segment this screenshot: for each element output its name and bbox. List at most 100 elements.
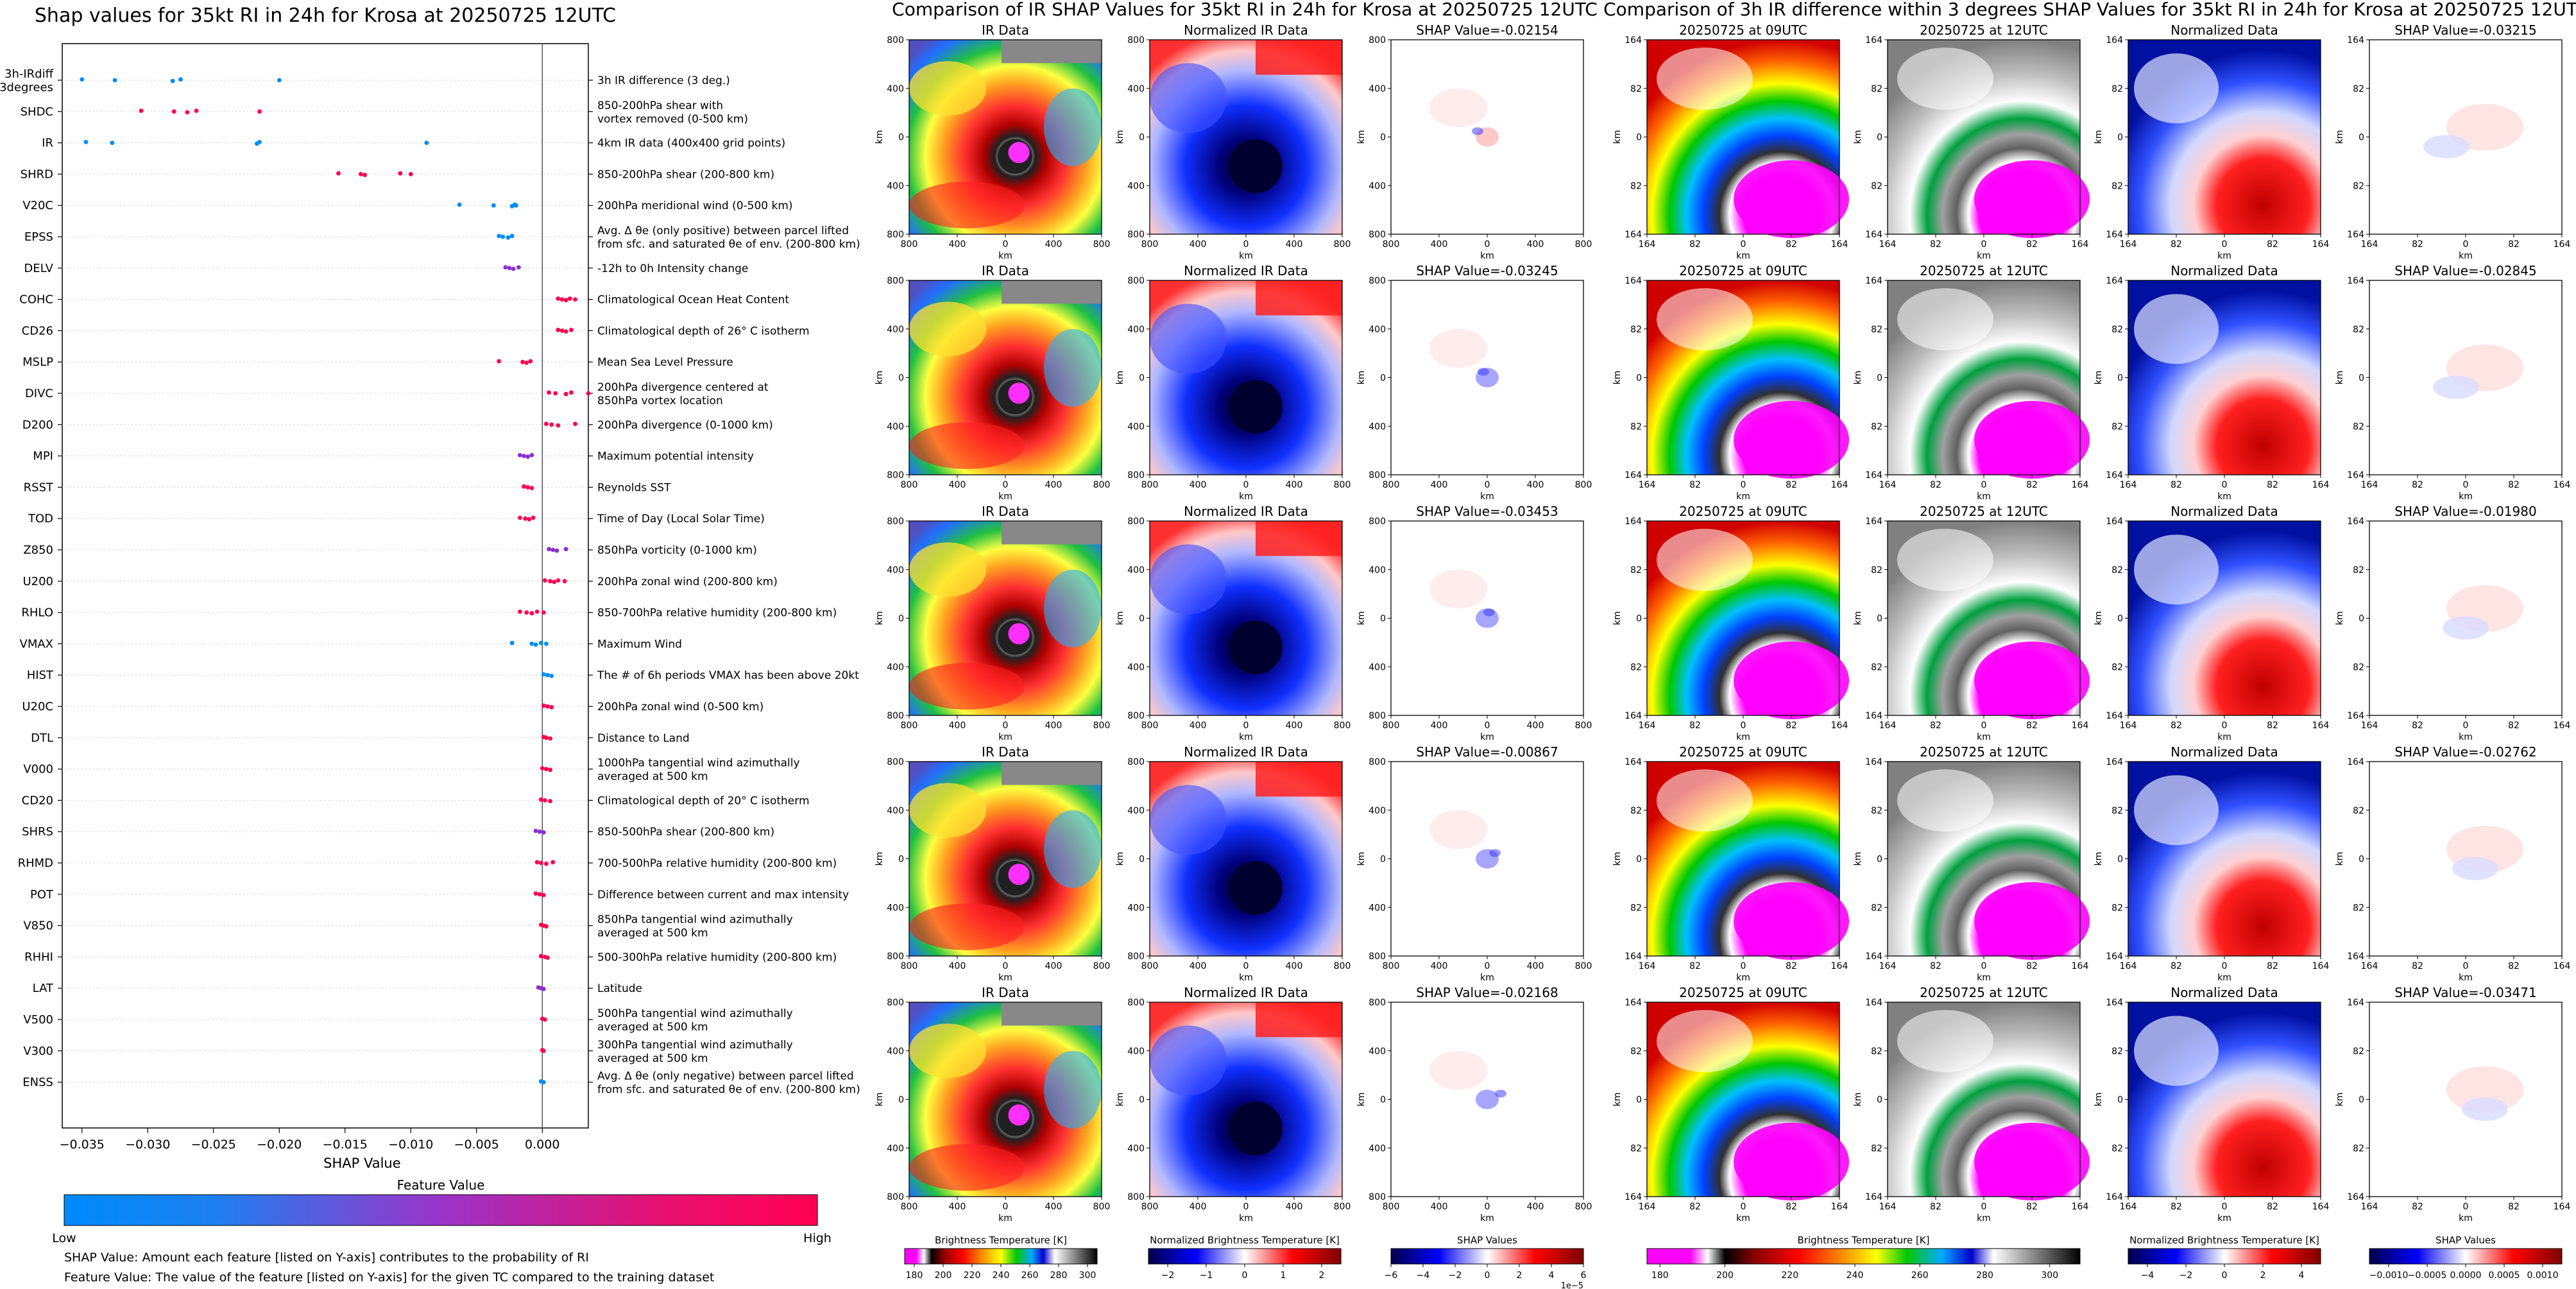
x-tick-label: −0.010 xyxy=(388,1138,433,1152)
ir-cloud xyxy=(909,783,986,838)
axis-label-x: km xyxy=(2459,251,2473,261)
tick-label: 82 xyxy=(2111,1046,2123,1057)
tick-label: 82 xyxy=(1871,422,1882,432)
tick-label: 400 xyxy=(1286,721,1303,731)
tick-label: 800 xyxy=(1334,480,1351,490)
ir-missing-region xyxy=(1002,40,1102,64)
panel-title: Normalized IR Data xyxy=(1184,504,1308,519)
shap-point xyxy=(533,828,538,833)
shap-point xyxy=(537,892,542,897)
tick-label: 0 xyxy=(1485,480,1490,490)
normalized-core xyxy=(1229,1101,1283,1156)
shap-point xyxy=(529,486,534,490)
feature-code: U20C xyxy=(22,700,53,713)
shap-point xyxy=(509,640,515,645)
colorbar-tick-label: −2 xyxy=(1161,1270,1175,1281)
tick-label: 0 xyxy=(2117,373,2123,384)
colorbar-tick-label: 300 xyxy=(1079,1270,1096,1281)
footnote-feature: Feature Value: The value of the feature … xyxy=(64,1270,714,1285)
colorbar-label: Feature Value xyxy=(397,1177,485,1193)
tick-label: 800 xyxy=(1369,952,1386,962)
feature-description: 200hPa divergence centered at 850hPa vort… xyxy=(597,381,769,407)
tick-label: 82 xyxy=(2353,422,2364,432)
tick-label: 0 xyxy=(2222,239,2228,250)
irdiff-cloud xyxy=(1897,1010,1993,1073)
tick-label: 82 xyxy=(1689,1202,1701,1212)
feature-description: 850-200hPa shear (200-800 km) xyxy=(597,168,774,181)
tick-label: 0 xyxy=(2222,961,2228,971)
tick-label: 800 xyxy=(1369,998,1386,1008)
shap-point xyxy=(568,390,574,395)
feature-code: SHRD xyxy=(21,167,53,181)
feature-code: IR xyxy=(42,137,53,150)
tick-label: 164 xyxy=(1639,480,1656,490)
panel-title: SHAP Value=-0.03471 xyxy=(2394,985,2536,1000)
axis-label-x: km xyxy=(1736,732,1750,742)
tick-label: 164 xyxy=(2361,961,2378,971)
tick-label: 400 xyxy=(1127,325,1145,335)
panel-title: SHAP Value=-0.01980 xyxy=(2394,504,2536,519)
shap-point xyxy=(185,110,190,115)
tick-label: 82 xyxy=(1630,903,1642,913)
normalized-core xyxy=(1229,379,1283,434)
shap-point xyxy=(537,829,542,834)
tick-label: 164 xyxy=(1831,480,1848,490)
tick-label: 400 xyxy=(1127,1046,1145,1057)
tick-label: 800 xyxy=(901,1202,918,1212)
tick-label: 800 xyxy=(1369,757,1386,767)
ir-missing-region xyxy=(1002,521,1102,545)
feature-description: Maximum Wind xyxy=(597,638,682,651)
ir-cloud xyxy=(909,1144,1025,1191)
colorbar xyxy=(1390,1248,1584,1265)
tick-label: 164 xyxy=(1879,961,1897,971)
panel-title: 20250725 at 12UTC xyxy=(1920,985,2048,1000)
tick-label: 164 xyxy=(2120,480,2137,490)
tick-label: 82 xyxy=(2171,721,2182,731)
tick-label: 164 xyxy=(1865,998,1882,1008)
ir-cloud xyxy=(909,663,1025,710)
ir-section-title: Comparison of IR SHAP Values for 35kt RI… xyxy=(892,0,1598,20)
tick-label: 164 xyxy=(2347,998,2364,1008)
panel-title: Normalized IR Data xyxy=(1184,263,1308,278)
feature-description: Avg. Δ θe (only positive) between parcel… xyxy=(597,225,860,251)
tick-label: 82 xyxy=(1871,181,1882,191)
tick-label: 82 xyxy=(1786,1202,1797,1212)
tick-label: 82 xyxy=(2508,239,2520,250)
feature-code: V850 xyxy=(23,919,53,933)
tick-label: 400 xyxy=(1369,1046,1386,1057)
feature-description: 200hPa divergence (0-1000 km) xyxy=(597,419,773,432)
axis-label-y: km xyxy=(1853,611,1863,626)
shap-point xyxy=(548,799,552,803)
tick-label: 0 xyxy=(1380,1095,1386,1105)
feature-code: U200 xyxy=(22,575,53,588)
shap-point xyxy=(542,1017,547,1022)
shap-point xyxy=(556,423,561,428)
tick-label: 164 xyxy=(2072,480,2089,490)
axis-label-x: km xyxy=(1239,732,1253,742)
tick-label: 82 xyxy=(2111,565,2123,576)
tick-label: 164 xyxy=(1625,757,1642,767)
shap-point xyxy=(511,266,516,271)
tick-label: 82 xyxy=(1930,1202,1941,1212)
tick-label: 0 xyxy=(2358,133,2364,143)
tick-label: 164 xyxy=(2347,757,2364,767)
tick-label: 82 xyxy=(2111,1143,2123,1154)
tick-label: 82 xyxy=(2508,480,2520,490)
panel-title: 20250725 at 09UTC xyxy=(1679,744,1807,760)
shap-point xyxy=(542,578,547,583)
tick-label: 400 xyxy=(1431,1202,1448,1212)
shap-point xyxy=(529,642,534,646)
feature-code: DIVC xyxy=(25,387,53,400)
tick-label: 400 xyxy=(1127,565,1145,576)
tick-label: 82 xyxy=(1689,480,1701,490)
tick-label: 164 xyxy=(2072,721,2089,731)
colorbar-tick-label: −4 xyxy=(1417,1270,1430,1281)
tick-label: 800 xyxy=(1127,1192,1145,1202)
tick-label: 400 xyxy=(949,1202,966,1212)
axis-label-x: km xyxy=(2217,251,2231,261)
tick-label: 82 xyxy=(2353,806,2364,816)
feature-description: Reynolds SST xyxy=(597,481,671,494)
tick-label: 164 xyxy=(2312,721,2330,731)
shap-point xyxy=(424,141,429,146)
